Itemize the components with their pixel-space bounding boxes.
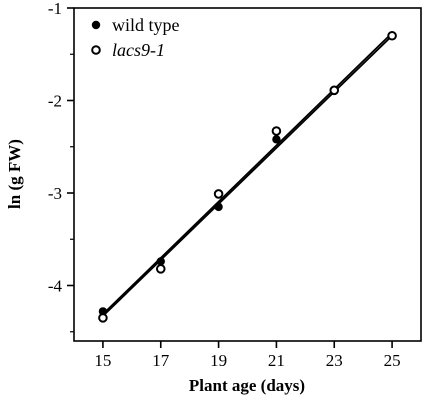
y-tick-label--3: -3 bbox=[48, 184, 62, 203]
x-tick-label-19: 19 bbox=[210, 351, 227, 370]
x-tick-label-23: 23 bbox=[326, 351, 343, 370]
point-lacs9-1-19 bbox=[213, 189, 224, 199]
point-lacs9-1-21 bbox=[271, 126, 282, 136]
fit-line-wild-type bbox=[102, 32, 393, 315]
legend: wild type lacs9-1 bbox=[91, 15, 180, 60]
x-tick-label-25: 25 bbox=[384, 351, 401, 370]
x-tick-label-15: 15 bbox=[94, 351, 111, 370]
x-tick-label-21: 21 bbox=[268, 351, 285, 370]
y-axis-title: ln (g FW) bbox=[5, 139, 24, 209]
point-wild-type-21 bbox=[272, 135, 281, 144]
point-lacs9-1-17 bbox=[155, 264, 166, 274]
legend-label-wild-type: wild type bbox=[112, 15, 180, 35]
fit-line-lacs9-1 bbox=[102, 35, 393, 317]
point-lacs9-1-25 bbox=[387, 30, 397, 41]
y-tick-label--4: -4 bbox=[48, 277, 63, 296]
y-tick-label--1: -1 bbox=[48, 0, 62, 18]
point-lacs9-1-23 bbox=[329, 85, 340, 96]
point-wild-type-15 bbox=[98, 307, 108, 316]
x-axis: 15 17 19 21 23 25 bbox=[94, 341, 401, 370]
x-tick-label-17: 17 bbox=[152, 351, 170, 370]
y-tick-label--2: -2 bbox=[48, 92, 62, 111]
plot-frame bbox=[73, 7, 422, 342]
point-lacs9-1-15 bbox=[98, 313, 108, 323]
point-wild-type-19 bbox=[214, 202, 223, 212]
data-points bbox=[98, 30, 397, 323]
x-axis-title: Plant age (days) bbox=[189, 376, 305, 395]
legend-label-lacs9-1: lacs9-1 bbox=[112, 40, 165, 60]
plot-border bbox=[73, 7, 422, 342]
legend-marker-wild-type bbox=[91, 20, 101, 30]
y-axis: -4 -3 -2 -1 bbox=[48, 0, 74, 333]
legend-marker-lacs9-1 bbox=[91, 45, 101, 55]
fit-lines bbox=[102, 32, 393, 317]
point-wild-type-17 bbox=[156, 257, 165, 266]
